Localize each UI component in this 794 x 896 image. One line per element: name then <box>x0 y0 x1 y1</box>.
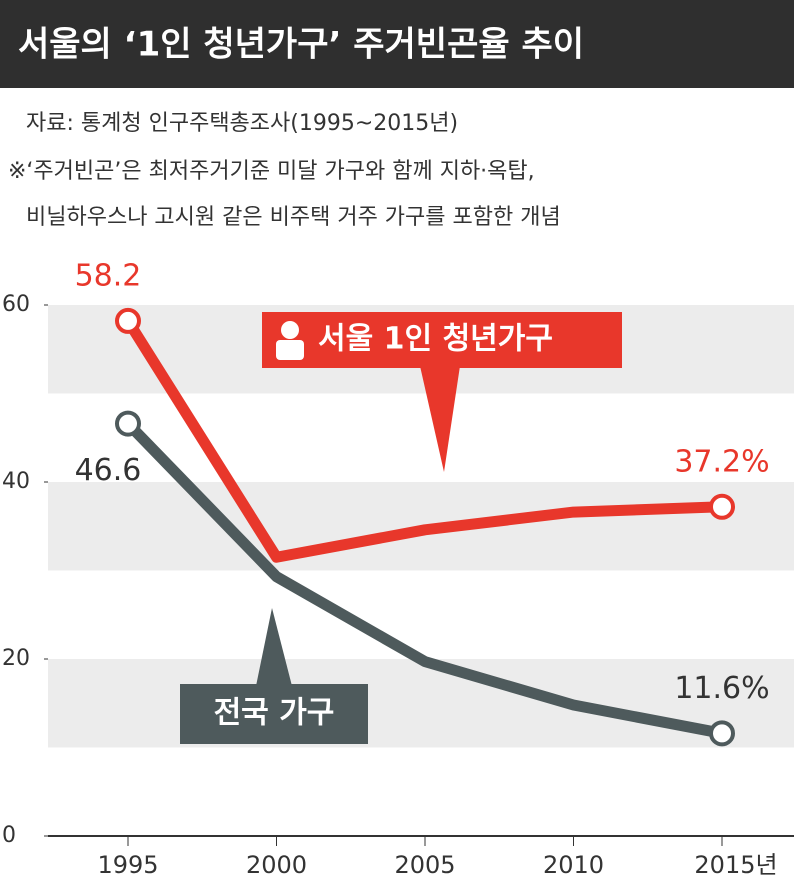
legend-box <box>262 312 622 368</box>
note: 비닐하우스나 고시원 같은 비주택 거주 가구를 포함한 개념 <box>26 205 561 230</box>
legend-icon <box>276 340 304 360</box>
grid-band <box>48 659 794 748</box>
series-line <box>124 419 724 739</box>
end-marker <box>709 493 735 520</box>
data-label: 11.6% <box>674 671 769 706</box>
chart-title: 서울의 ‘1인 청년가구’ 주거빈곤율 추이 <box>18 25 584 65</box>
x-tick-label: 2000 <box>246 851 307 879</box>
series-line <box>123 318 723 563</box>
source: 자료: 통계청 인구주택총조사(1995~2015년) <box>26 111 458 136</box>
end-marker <box>115 410 141 437</box>
callout-pointer <box>420 366 460 472</box>
x-tick-label: 2010 <box>543 851 604 879</box>
y-tick-label: 60 <box>2 292 30 317</box>
x-tick-label: 1995 <box>97 851 158 879</box>
title-bar <box>0 0 794 88</box>
y-tick-label: 20 <box>2 646 30 671</box>
x-tick-label: 2005 <box>394 851 455 879</box>
end-marker <box>709 720 735 747</box>
plot: 0 20 40 60 1995 2000 2005 2010 2015년 <box>2 292 794 879</box>
callout-pointer <box>256 608 292 686</box>
legend-label: 전국 가구 <box>214 696 335 731</box>
data-label: 46.6 <box>75 453 142 488</box>
legend-icon <box>281 321 299 339</box>
y-tick-label: 0 <box>2 823 16 848</box>
end-marker <box>115 307 141 334</box>
note: ※‘주거빈곤’은 최저주거기준 미달 가구와 함께 지하·옥탑, <box>8 159 535 184</box>
data-label: 58.2 <box>75 258 142 293</box>
x-tick-label: 2015년 <box>694 851 777 879</box>
data-label: 37.2% <box>674 444 769 479</box>
legend-label: 서울 1인 청년가구 <box>318 322 553 357</box>
legend-box <box>180 684 368 744</box>
y-tick-label: 40 <box>2 469 30 494</box>
